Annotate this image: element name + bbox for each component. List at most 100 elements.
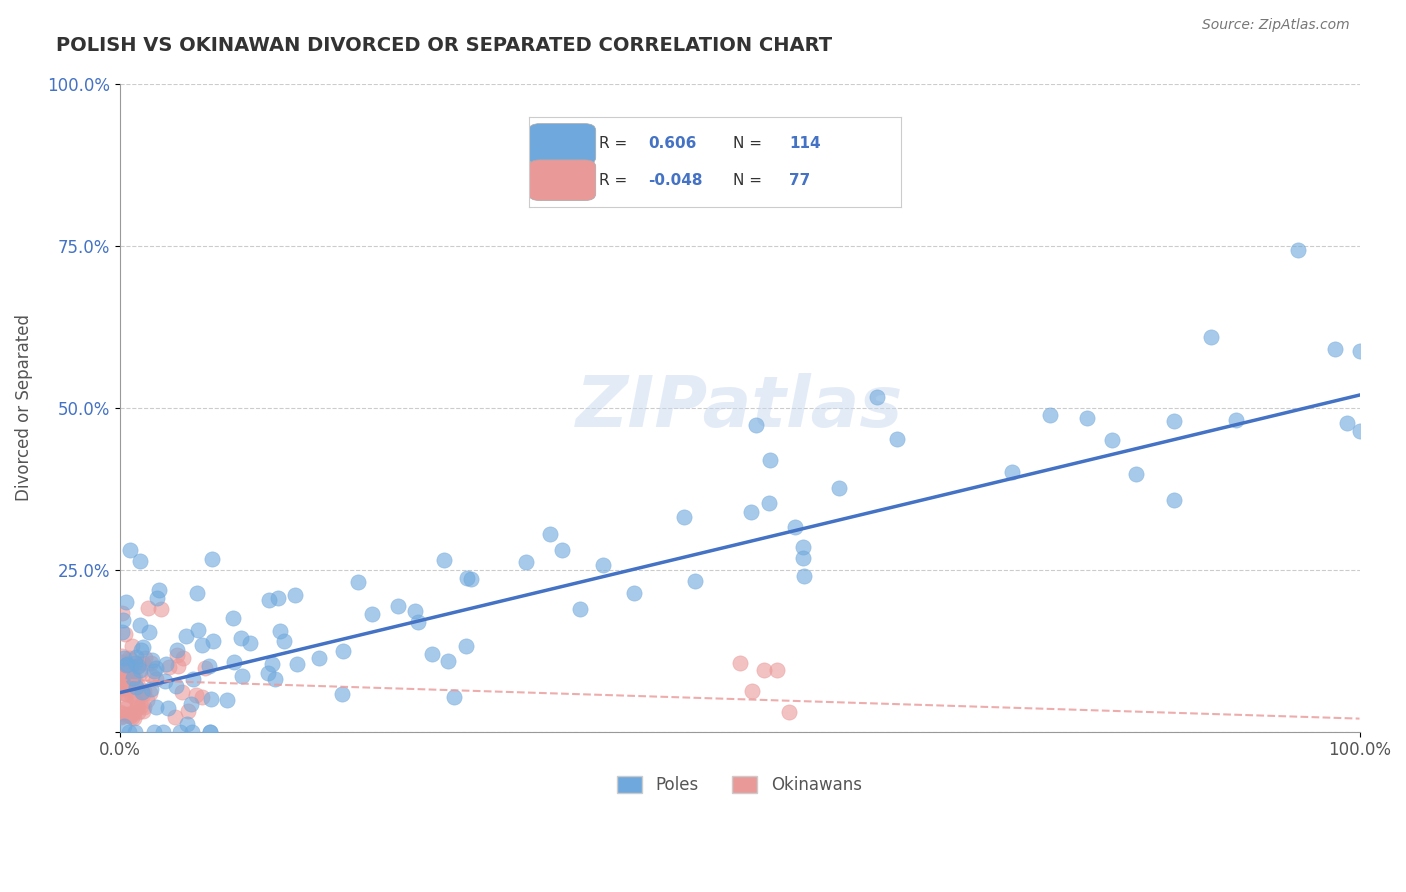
Point (1199, 330, 1222, 344)
Point (1125, 467, 1147, 482)
Point (231, 669, 253, 683)
Point (741, 683, 763, 698)
Point (273, 634, 295, 648)
Point (117, 657, 139, 672)
Point (157, 701, 180, 715)
Point (112, 707, 135, 722)
Point (142, 724, 165, 739)
Point (515, 555, 537, 569)
Legend: Poles, Okinawans: Poles, Okinawans (610, 770, 869, 801)
Point (267, 591, 290, 606)
Point (138, 624, 160, 639)
Point (127, 681, 149, 695)
Point (783, 520, 806, 534)
Point (124, 671, 146, 685)
Point (1323, 343, 1346, 357)
Point (115, 687, 138, 701)
Point (114, 595, 136, 609)
Point (108, 664, 131, 678)
Point (170, 685, 193, 699)
Point (1001, 466, 1024, 480)
Point (765, 663, 787, 677)
Point (568, 602, 591, 616)
Point (163, 710, 186, 724)
Point (420, 647, 443, 661)
Point (131, 698, 153, 713)
Point (191, 690, 214, 704)
Point (740, 505, 762, 519)
Point (866, 390, 889, 404)
Point (592, 558, 614, 573)
Point (122, 670, 145, 684)
Point (191, 638, 214, 652)
Point (145, 591, 167, 605)
Point (108, 673, 131, 688)
Point (125, 680, 148, 694)
Point (728, 656, 751, 670)
Point (257, 593, 280, 607)
Point (139, 681, 162, 696)
Point (180, 697, 202, 711)
Point (148, 582, 170, 597)
Point (792, 551, 814, 566)
Point (406, 615, 429, 629)
Point (127, 679, 149, 693)
Point (551, 542, 574, 557)
Point (115, 706, 138, 721)
Point (1101, 434, 1123, 448)
Point (134, 700, 156, 714)
Point (120, 667, 142, 681)
Point (222, 655, 245, 669)
Point (127, 696, 149, 710)
Text: ZIPatlas: ZIPatlas (576, 374, 903, 442)
Point (121, 689, 143, 703)
Point (176, 716, 198, 731)
Point (112, 650, 135, 665)
Point (120, 674, 142, 689)
Point (110, 710, 132, 724)
Point (121, 710, 143, 724)
Point (114, 693, 136, 707)
Point (145, 672, 167, 686)
Point (117, 671, 139, 685)
Point (132, 656, 155, 670)
Point (152, 724, 174, 739)
Y-axis label: Divorced or Separated: Divorced or Separated (15, 315, 32, 501)
Point (222, 611, 245, 625)
Point (1348, 343, 1371, 358)
Point (758, 495, 780, 509)
Point (128, 663, 150, 677)
Point (166, 643, 188, 657)
Point (1163, 492, 1185, 507)
Point (132, 704, 155, 718)
Point (454, 639, 477, 653)
Point (111, 649, 134, 664)
Point (332, 644, 354, 658)
Point (112, 666, 135, 681)
Point (122, 711, 145, 725)
Point (127, 700, 149, 714)
Point (115, 657, 138, 672)
Point (111, 624, 134, 639)
Point (165, 679, 187, 693)
Point (285, 657, 308, 671)
Point (886, 432, 908, 446)
Point (115, 680, 138, 694)
Point (127, 706, 149, 720)
Point (745, 418, 768, 433)
Point (174, 630, 197, 644)
Point (110, 655, 132, 669)
Point (758, 453, 780, 467)
Point (256, 665, 278, 680)
Point (118, 650, 141, 665)
Point (128, 657, 150, 671)
Point (443, 690, 465, 705)
Point (110, 670, 132, 684)
Point (201, 552, 224, 566)
Point (186, 586, 208, 600)
Point (169, 724, 191, 739)
Point (142, 664, 165, 678)
Point (110, 706, 132, 720)
Point (433, 552, 456, 566)
Point (141, 669, 163, 683)
